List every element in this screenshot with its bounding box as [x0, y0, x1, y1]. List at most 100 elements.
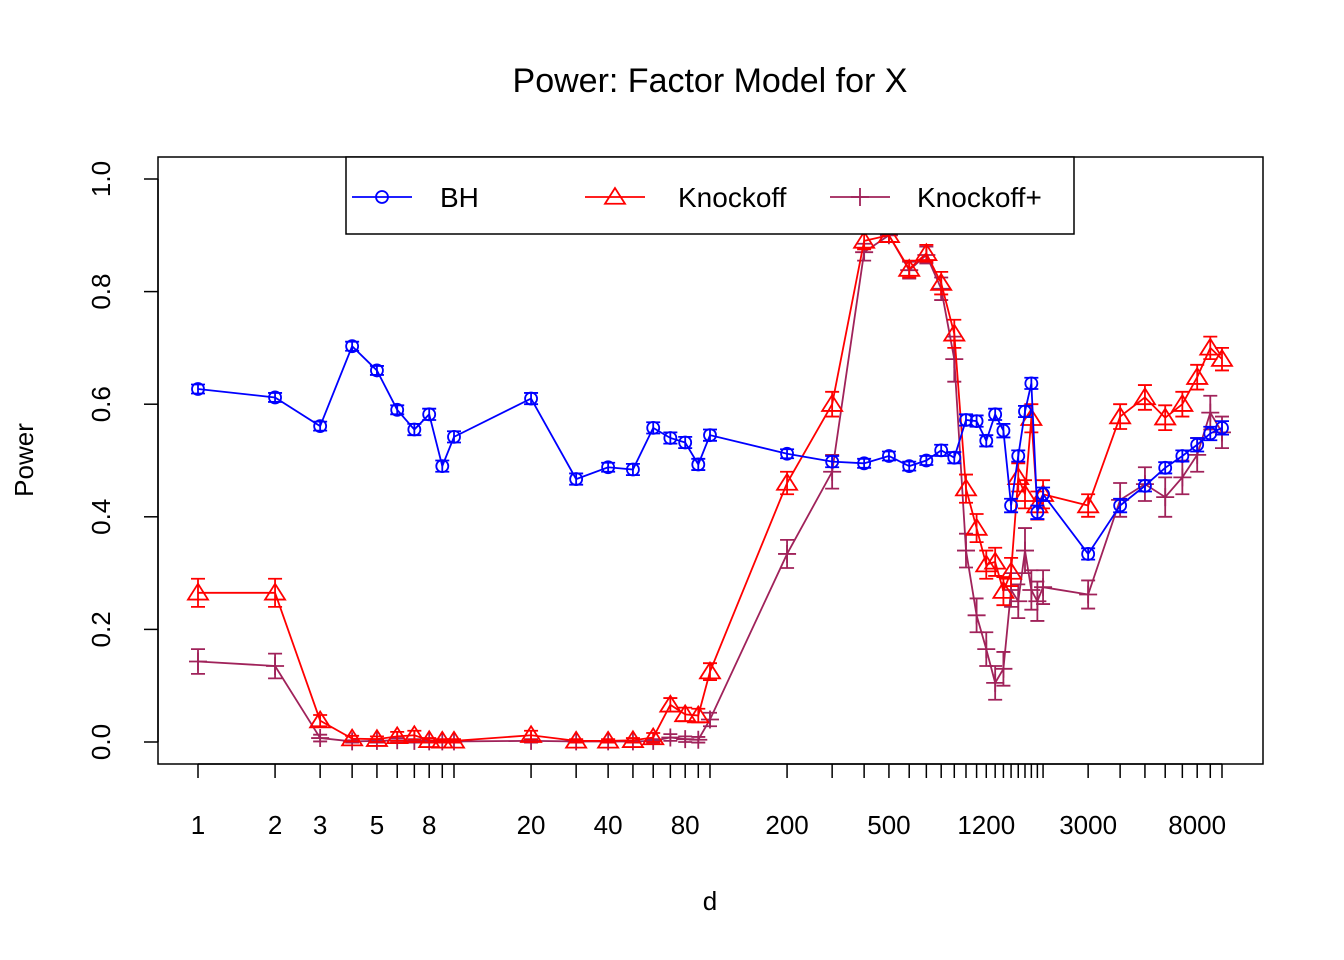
- point-knockoff-plus: [977, 640, 996, 659]
- y-tick-label: 0.2: [86, 611, 116, 647]
- x-tick-label: 8: [422, 810, 436, 840]
- point-knockoff: [698, 660, 722, 680]
- point-knockoff: [964, 517, 989, 536]
- point-knockoff: [673, 703, 697, 723]
- point-bh: [1018, 404, 1032, 419]
- point-knockoff-plus: [967, 606, 986, 625]
- legend: BH Knockoff Knockoff+: [345, 156, 1075, 235]
- point-knockoff-plus: [1156, 488, 1175, 507]
- y-tick-label: 0.6: [86, 386, 116, 422]
- point-knockoff: [914, 242, 938, 261]
- point-bh: [1024, 376, 1039, 391]
- x-tick-label: 1: [191, 810, 205, 840]
- point-knockoff: [1185, 366, 1209, 385]
- point-bh: [663, 431, 678, 445]
- legend-marker: [603, 186, 627, 205]
- point-bh: [370, 363, 384, 378]
- point-knockoff: [1210, 348, 1234, 367]
- point-knockoff: [991, 580, 1016, 599]
- point-knockoff: [621, 729, 645, 748]
- x-tick-label: 80: [671, 810, 700, 840]
- point-bh: [902, 459, 917, 474]
- point-bh: [988, 407, 1003, 422]
- legend-entry-bh: BH: [352, 182, 479, 213]
- point-knockoff: [263, 582, 287, 601]
- x-axis: 1 2 3 5 8 20 40 80 200 500 1200 3000 8000: [191, 763, 1226, 840]
- point-bh: [345, 339, 360, 354]
- point-bh: [626, 462, 640, 477]
- legend-label: Knockoff: [678, 182, 787, 213]
- point-bh: [1113, 498, 1128, 513]
- point-bh: [1138, 478, 1152, 493]
- point-knockoff-plus: [945, 350, 964, 369]
- y-axis: 0.0 0.2 0.4 0.6 0.8 1.0: [86, 161, 159, 760]
- point-bh: [947, 450, 962, 465]
- point-knockoff: [402, 724, 426, 743]
- point-knockoff-plus: [189, 652, 207, 671]
- point-bh: [407, 422, 422, 437]
- legend-entry-knockoff: Knockoff: [585, 182, 787, 213]
- point-bh: [1215, 420, 1229, 435]
- error-bar-knockoff: [407, 729, 422, 741]
- point-knockoff-plus: [689, 730, 708, 749]
- point-bh: [1081, 547, 1096, 561]
- x-tick-label: 2: [268, 810, 282, 840]
- point-bh: [422, 407, 437, 422]
- point-knockoff: [365, 728, 389, 747]
- x-tick-label: 40: [594, 810, 623, 840]
- point-knockoff: [186, 582, 210, 601]
- x-tick-label: 1200: [957, 810, 1015, 840]
- x-tick-label: 5: [370, 810, 384, 840]
- point-knockoff-plus: [1015, 541, 1034, 560]
- x-tick-label: 8000: [1168, 810, 1226, 840]
- point-knockoff-plus: [778, 544, 797, 563]
- y-axis-title: Power: [9, 423, 39, 497]
- point-knockoff-plus: [701, 710, 719, 729]
- legend-marker: [851, 188, 869, 206]
- point-knockoff-plus: [1009, 592, 1028, 611]
- point-knockoff-plus: [661, 728, 680, 747]
- point-bh: [678, 435, 693, 450]
- x-tick-label: 200: [765, 810, 808, 840]
- point-knockoff: [686, 704, 710, 724]
- chart-title: Power: Factor Model for X: [513, 62, 908, 100]
- point-bh: [447, 429, 461, 444]
- point-knockoff-plus: [1173, 468, 1192, 487]
- point-bh: [1036, 487, 1050, 502]
- point-knockoff-plus: [994, 659, 1013, 678]
- point-knockoff-plus: [311, 729, 330, 748]
- point-bh: [646, 420, 661, 435]
- point-knockoff: [641, 726, 665, 746]
- point-bh: [1004, 498, 1018, 513]
- point-knockoff: [417, 729, 441, 748]
- point-bh: [268, 390, 282, 405]
- x-tick-label: 500: [867, 810, 910, 840]
- legend-box: [345, 156, 1075, 235]
- point-knockoff: [820, 393, 844, 412]
- point-knockoff: [999, 561, 1023, 580]
- point-bh: [691, 457, 706, 472]
- x-tick-label: 20: [517, 810, 546, 840]
- point-knockoff: [775, 472, 799, 491]
- point-knockoff: [1076, 494, 1100, 514]
- x-tick-label: 3: [313, 810, 327, 840]
- point-knockoff: [596, 730, 620, 749]
- point-knockoff: [308, 709, 332, 729]
- point-bh: [1190, 437, 1205, 452]
- error-bar-knockoff: [390, 730, 405, 742]
- point-knockoff: [897, 258, 921, 277]
- point-knockoff: [564, 730, 588, 749]
- point-bh: [524, 391, 538, 406]
- point-knockoff: [442, 730, 466, 749]
- point-knockoff: [974, 553, 998, 573]
- point-knockoff: [519, 724, 543, 743]
- point-knockoff: [1153, 407, 1177, 426]
- point-bh: [979, 433, 994, 448]
- point-bh: [934, 443, 949, 458]
- error-bar-knockoff: [313, 714, 328, 728]
- point-knockoff-plus: [266, 656, 285, 675]
- point-bh: [569, 472, 584, 486]
- point-knockoff-plus: [957, 541, 975, 560]
- x-axis-title: d: [703, 886, 717, 916]
- point-knockoff: [1170, 393, 1194, 412]
